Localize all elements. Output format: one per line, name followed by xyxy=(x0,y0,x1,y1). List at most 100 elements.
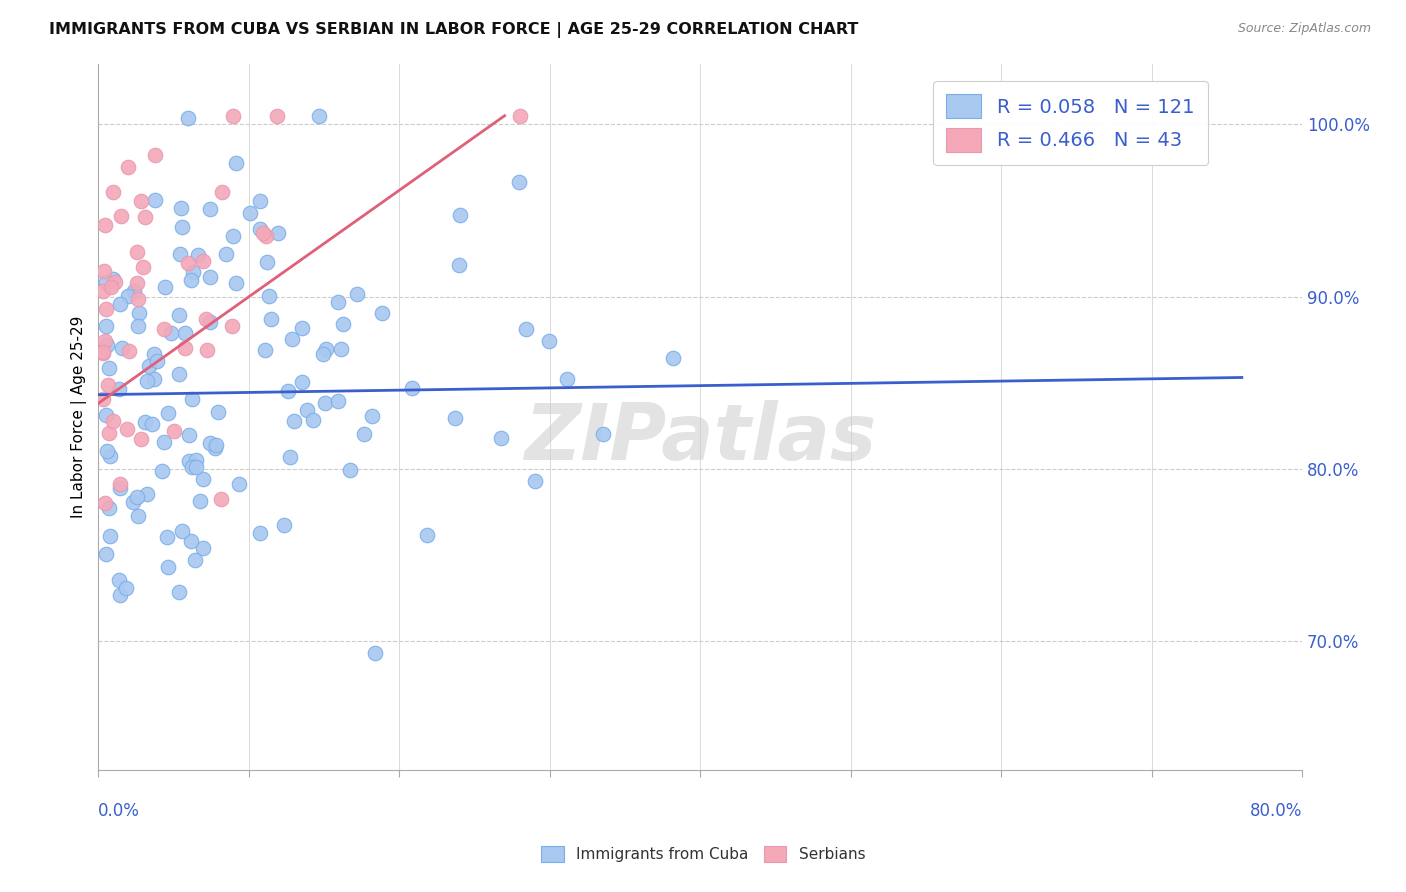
Point xyxy=(256,254,278,268)
Point xyxy=(222,228,245,243)
Point xyxy=(108,482,131,496)
Point xyxy=(153,279,176,293)
Point xyxy=(191,253,214,268)
Text: Source: ZipAtlas.com: Source: ZipAtlas.com xyxy=(1237,22,1371,36)
Point xyxy=(169,247,191,261)
Point xyxy=(96,443,118,458)
Point xyxy=(443,411,465,425)
Point xyxy=(401,381,423,395)
Point xyxy=(101,185,124,199)
Point xyxy=(117,160,139,174)
Point xyxy=(94,275,117,289)
Point xyxy=(97,425,120,440)
Point xyxy=(198,269,221,284)
Point xyxy=(146,353,169,368)
Text: 0.0%: 0.0% xyxy=(98,802,141,820)
Point xyxy=(228,476,250,491)
Point xyxy=(115,422,138,436)
Point xyxy=(538,334,561,348)
Point xyxy=(91,345,114,359)
Point xyxy=(187,248,209,262)
Point xyxy=(156,530,179,544)
Point xyxy=(249,194,271,209)
Point xyxy=(215,247,238,261)
Point xyxy=(283,414,305,428)
Point xyxy=(191,541,214,556)
Point xyxy=(339,463,361,477)
Point xyxy=(143,148,166,162)
Point xyxy=(170,524,193,538)
Point xyxy=(515,321,537,335)
Point xyxy=(555,372,578,386)
Point xyxy=(167,584,190,599)
Legend: Immigrants from Cuba, Serbians: Immigrants from Cuba, Serbians xyxy=(534,840,872,868)
Point xyxy=(150,464,173,478)
Point xyxy=(449,208,471,222)
Point xyxy=(353,426,375,441)
Point xyxy=(104,275,127,289)
Point xyxy=(364,646,387,660)
Point xyxy=(180,460,202,475)
Point xyxy=(94,219,117,233)
Point xyxy=(136,487,159,501)
Point xyxy=(101,414,124,428)
Point xyxy=(136,374,159,388)
Point xyxy=(177,454,200,468)
Point xyxy=(302,413,325,427)
Point xyxy=(138,359,160,373)
Point xyxy=(449,259,471,273)
Point xyxy=(416,528,439,542)
Point xyxy=(180,533,202,548)
Text: IMMIGRANTS FROM CUBA VS SERBIAN IN LABOR FORCE | AGE 25-29 CORRELATION CHART: IMMIGRANTS FROM CUBA VS SERBIAN IN LABOR… xyxy=(49,22,859,38)
Point xyxy=(101,271,124,285)
Point xyxy=(195,343,218,357)
Point xyxy=(315,342,337,356)
Point xyxy=(259,289,281,303)
Point xyxy=(128,306,150,320)
Point xyxy=(183,553,205,567)
Point xyxy=(98,449,121,463)
Point xyxy=(172,219,194,234)
Point xyxy=(91,285,114,299)
Point xyxy=(108,588,131,602)
Point xyxy=(98,360,121,375)
Point xyxy=(326,294,349,309)
Point xyxy=(167,367,190,381)
Point xyxy=(174,326,197,340)
Point xyxy=(181,265,204,279)
Point xyxy=(142,347,165,361)
Point xyxy=(661,351,683,365)
Point xyxy=(489,431,512,445)
Point xyxy=(254,229,277,244)
Point xyxy=(141,417,163,431)
Point xyxy=(125,245,148,260)
Point xyxy=(273,517,295,532)
Point xyxy=(127,276,149,290)
Point xyxy=(308,109,330,123)
Point xyxy=(94,408,117,422)
Point xyxy=(207,405,229,419)
Point xyxy=(184,459,207,474)
Point xyxy=(181,392,204,406)
Point xyxy=(94,547,117,561)
Point xyxy=(329,342,352,356)
Point xyxy=(211,186,233,200)
Point xyxy=(291,376,314,390)
Point xyxy=(314,396,336,410)
Point xyxy=(188,493,211,508)
Point xyxy=(127,509,149,524)
Point xyxy=(278,450,301,465)
Point xyxy=(177,256,200,270)
Legend: R = 0.058   N = 121, R = 0.466   N = 43: R = 0.058 N = 121, R = 0.466 N = 43 xyxy=(932,81,1208,165)
Point xyxy=(508,175,530,189)
Point xyxy=(124,284,146,298)
Point xyxy=(198,435,221,450)
Point xyxy=(97,377,120,392)
Point xyxy=(132,260,155,275)
Point xyxy=(174,341,197,355)
Point xyxy=(167,308,190,322)
Point xyxy=(177,112,200,126)
Point xyxy=(127,292,149,306)
Point xyxy=(332,317,354,331)
Point xyxy=(249,525,271,540)
